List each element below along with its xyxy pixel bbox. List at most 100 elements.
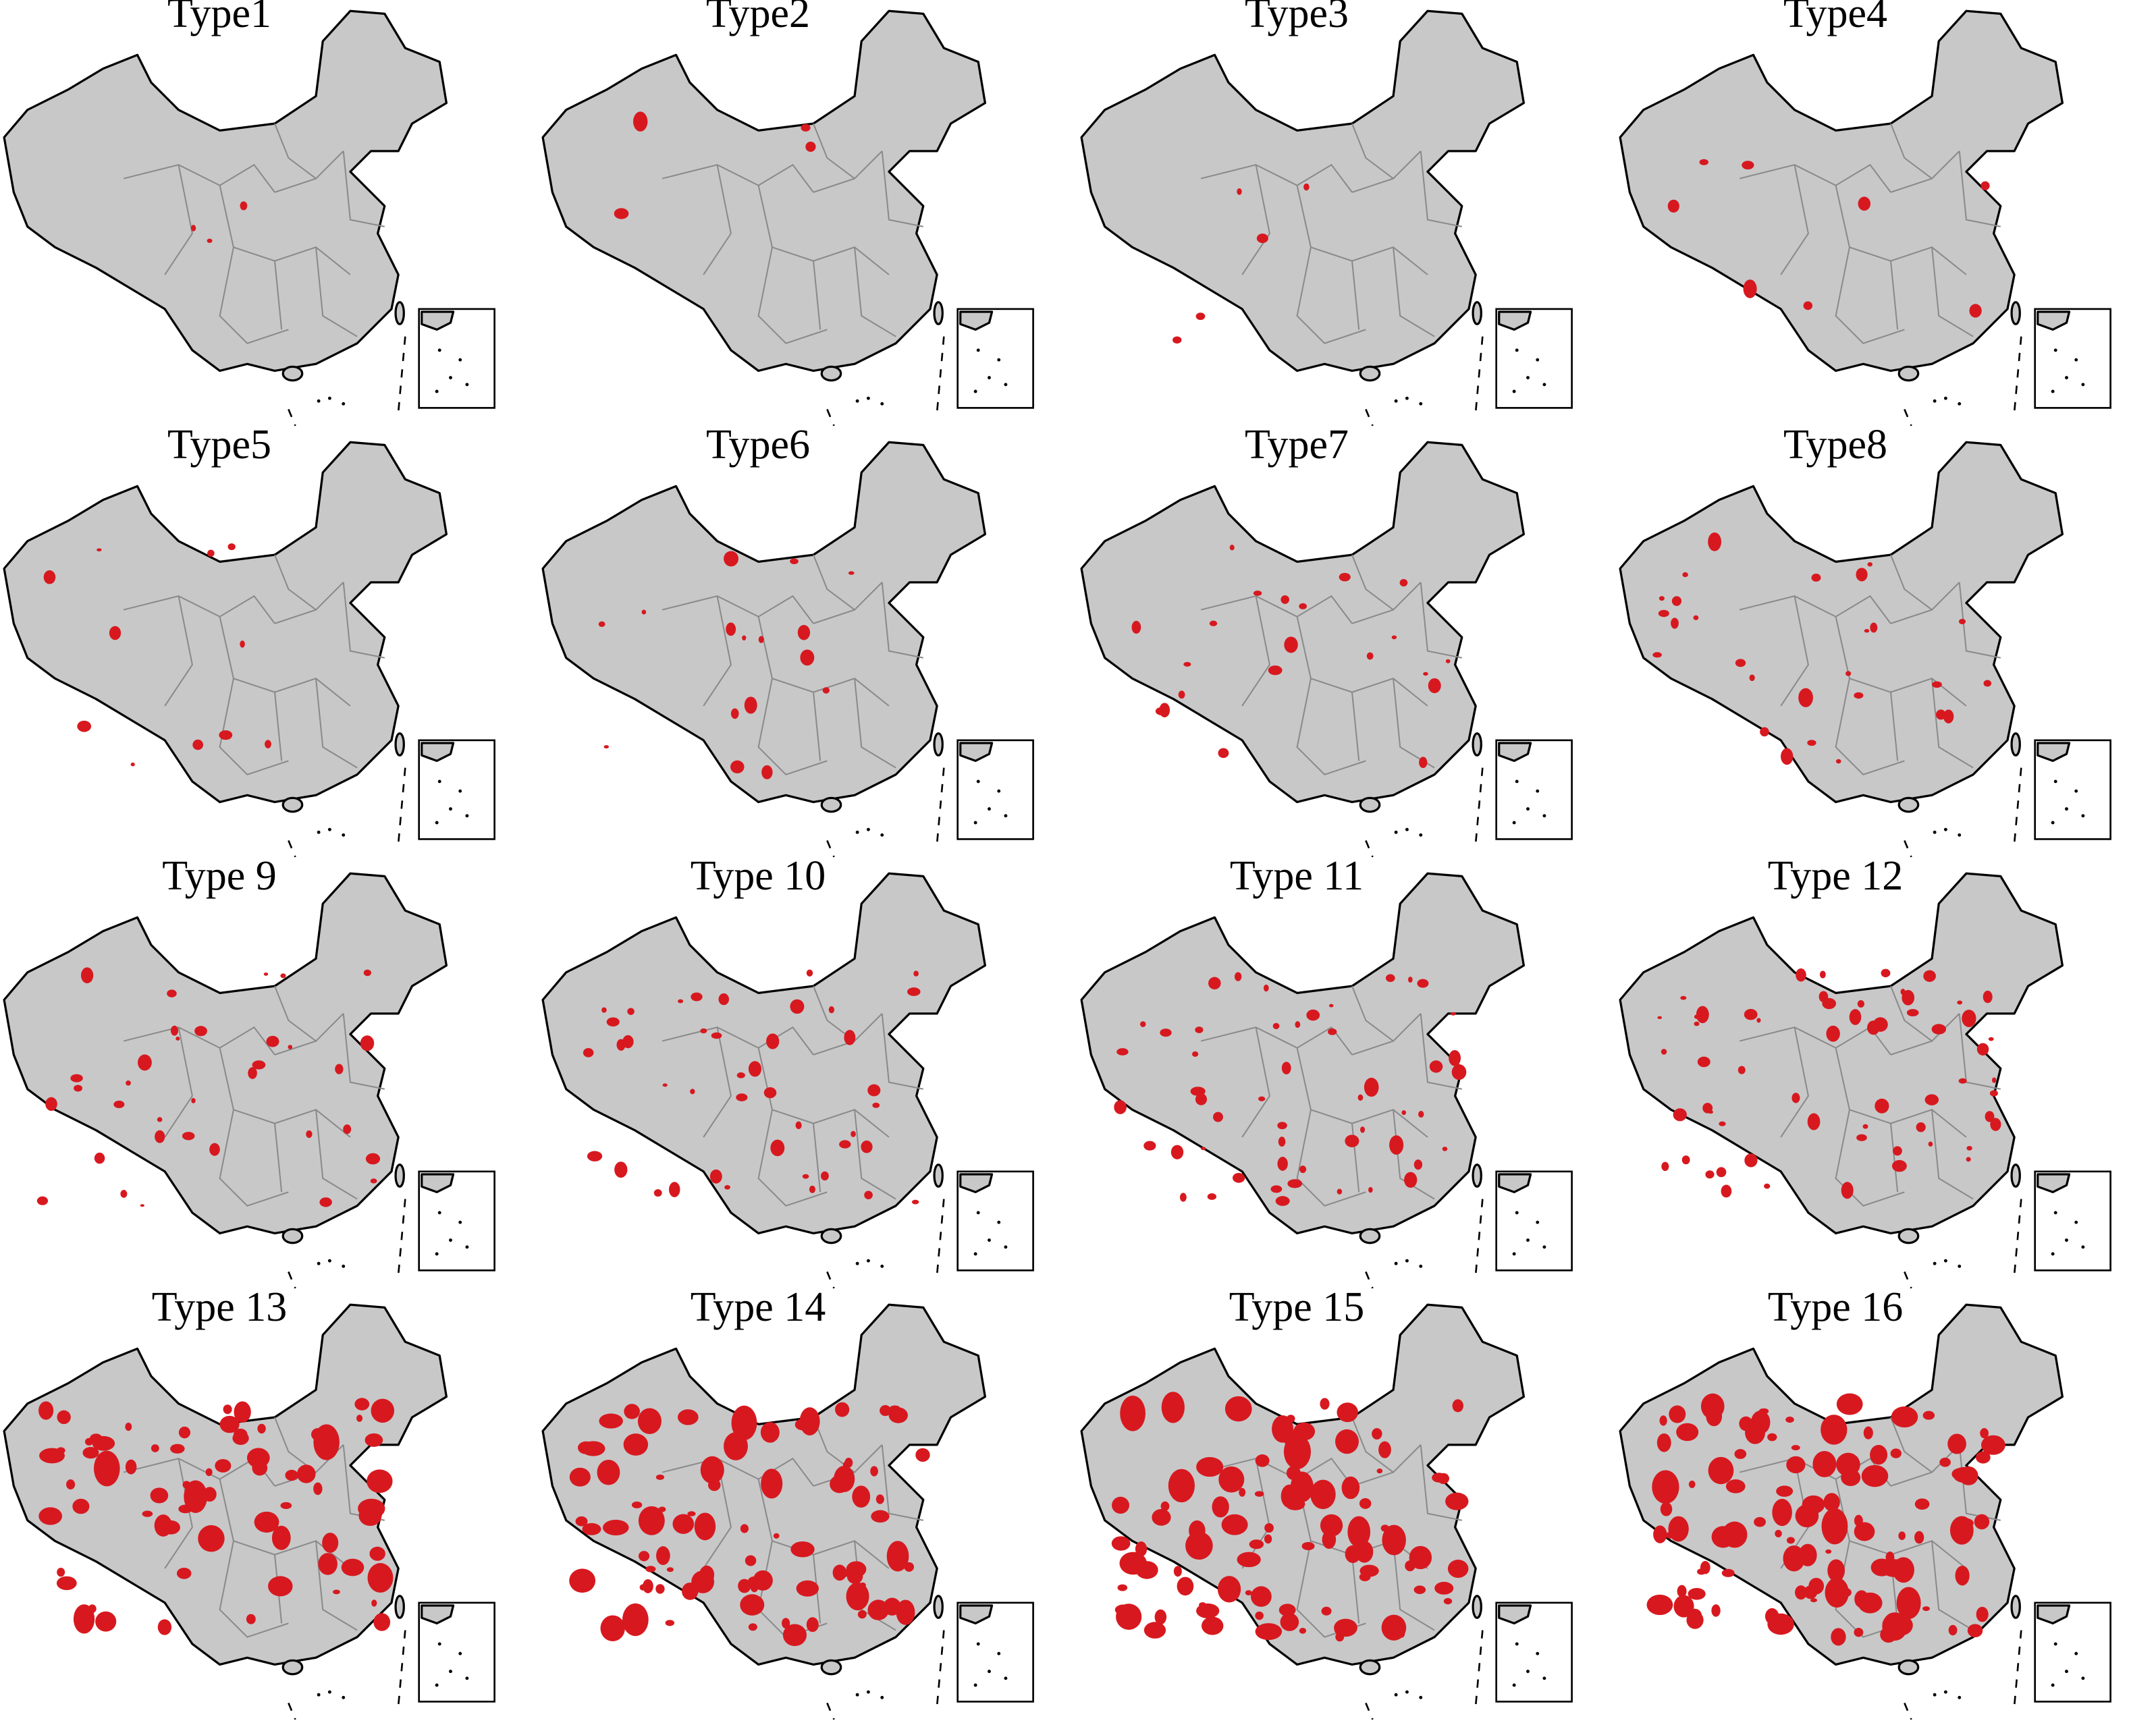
boundary-dash: [1904, 1630, 2022, 1720]
province-border: [1835, 1047, 1967, 1138]
highlight-region: [109, 626, 122, 640]
highlight-region: [1719, 1121, 1726, 1126]
province-border: [164, 1027, 193, 1138]
boundary-dash: [1365, 336, 1484, 427]
highlight-region: [614, 1161, 628, 1178]
highlight-region: [886, 1541, 909, 1572]
province-border: [1890, 123, 1933, 180]
highlight-region: [207, 549, 215, 557]
island: [988, 376, 991, 380]
highlight-region: [1821, 1508, 1848, 1545]
highlight-region: [1232, 1172, 1245, 1183]
island: [1515, 779, 1519, 784]
boundary-dash: [1904, 1199, 2022, 1289]
highlight-region: [1287, 1179, 1303, 1188]
island: [2081, 383, 2085, 387]
highlight-region: [1862, 1124, 1868, 1129]
island: [2053, 348, 2057, 352]
highlight-region: [219, 730, 233, 740]
province-border: [1780, 165, 1809, 275]
highlight-region: [773, 1533, 780, 1539]
hainan: [1897, 1228, 1920, 1244]
highlight-region: [1255, 1611, 1264, 1620]
highlight-region: [1428, 678, 1441, 694]
island: [855, 1261, 859, 1265]
highlight-region: [1213, 1112, 1223, 1122]
island: [317, 1261, 321, 1265]
island: [1419, 833, 1423, 837]
island: [1526, 807, 1530, 811]
map-title: Type 13: [152, 1284, 288, 1330]
highlight-region: [1399, 579, 1408, 586]
highlight-region: [38, 1401, 54, 1420]
highlight-region: [66, 1479, 76, 1490]
island: [1405, 1690, 1409, 1694]
province-border: [1351, 582, 1422, 624]
highlight-region: [1807, 1113, 1821, 1130]
highlight-region: [682, 1582, 699, 1600]
highlight-region: [1310, 1479, 1336, 1510]
highlight-region: [1810, 1598, 1818, 1603]
highlight-region: [57, 1568, 65, 1577]
highlight-region: [1711, 1526, 1735, 1548]
highlight-region: [760, 1422, 780, 1443]
highlight-region: [1966, 1146, 1972, 1151]
highlight-region: [738, 1579, 751, 1593]
island: [2053, 779, 2057, 784]
highlight-region: [371, 1478, 379, 1483]
highlight-region: [1931, 681, 1942, 688]
highlight-region: [1831, 1628, 1846, 1646]
highlight-region: [1447, 1560, 1469, 1579]
map: [1080, 9, 1573, 427]
highlight-region: [1980, 181, 1990, 190]
boundary-dash: [826, 336, 945, 427]
island: [435, 821, 439, 825]
highlight-region: [1207, 1193, 1217, 1201]
highlight-region: [1854, 1522, 1875, 1541]
highlight-region: [795, 1121, 802, 1130]
highlight-region: [1988, 1037, 1994, 1041]
province-border: [274, 985, 317, 1042]
island: [435, 1683, 439, 1687]
highlight-region: [1646, 1594, 1673, 1616]
highlight-region: [587, 1151, 603, 1161]
highlight-region: [1417, 979, 1429, 988]
highlight-region: [246, 1614, 256, 1624]
hainan: [820, 1659, 842, 1676]
highlight-region: [1347, 1516, 1371, 1548]
highlight-region: [1955, 1566, 1970, 1586]
highlight-region: [1341, 1476, 1360, 1500]
inset-land: [1498, 1173, 1532, 1194]
province-border: [1889, 261, 1899, 330]
highlight-region: [726, 622, 736, 636]
highlight-region: [1893, 1146, 1902, 1156]
highlight-region: [1303, 183, 1310, 191]
map: [1619, 1303, 2111, 1720]
island: [866, 396, 870, 400]
map-title: Type 14: [691, 1284, 826, 1330]
island: [2051, 821, 2055, 825]
boundary-dash: [1365, 767, 1484, 858]
province-border: [813, 123, 855, 180]
highlight-region: [1195, 312, 1206, 321]
highlight-region: [1286, 1466, 1301, 1481]
highlight-region: [72, 1498, 90, 1514]
highlight-region: [724, 551, 739, 567]
highlight-region: [1969, 304, 1982, 318]
highlight-region: [371, 1398, 395, 1423]
highlight-region: [1713, 1459, 1733, 1480]
highlight-region: [806, 1617, 819, 1633]
highlight-region: [1199, 1602, 1207, 1608]
highlight-region: [1177, 1400, 1183, 1408]
highlight-region: [1192, 1538, 1201, 1547]
island: [437, 348, 441, 352]
highlight-region: [1863, 1426, 1873, 1440]
highlight-region: [1451, 1064, 1467, 1080]
highlight-region: [1661, 1049, 1667, 1055]
highlight-region: [1413, 1159, 1423, 1170]
highlight-region: [1200, 1147, 1206, 1151]
highlight-region: [288, 1045, 293, 1049]
highlight-region: [835, 1402, 850, 1417]
highlight-region: [306, 1130, 313, 1139]
highlight-region: [1170, 1145, 1184, 1159]
